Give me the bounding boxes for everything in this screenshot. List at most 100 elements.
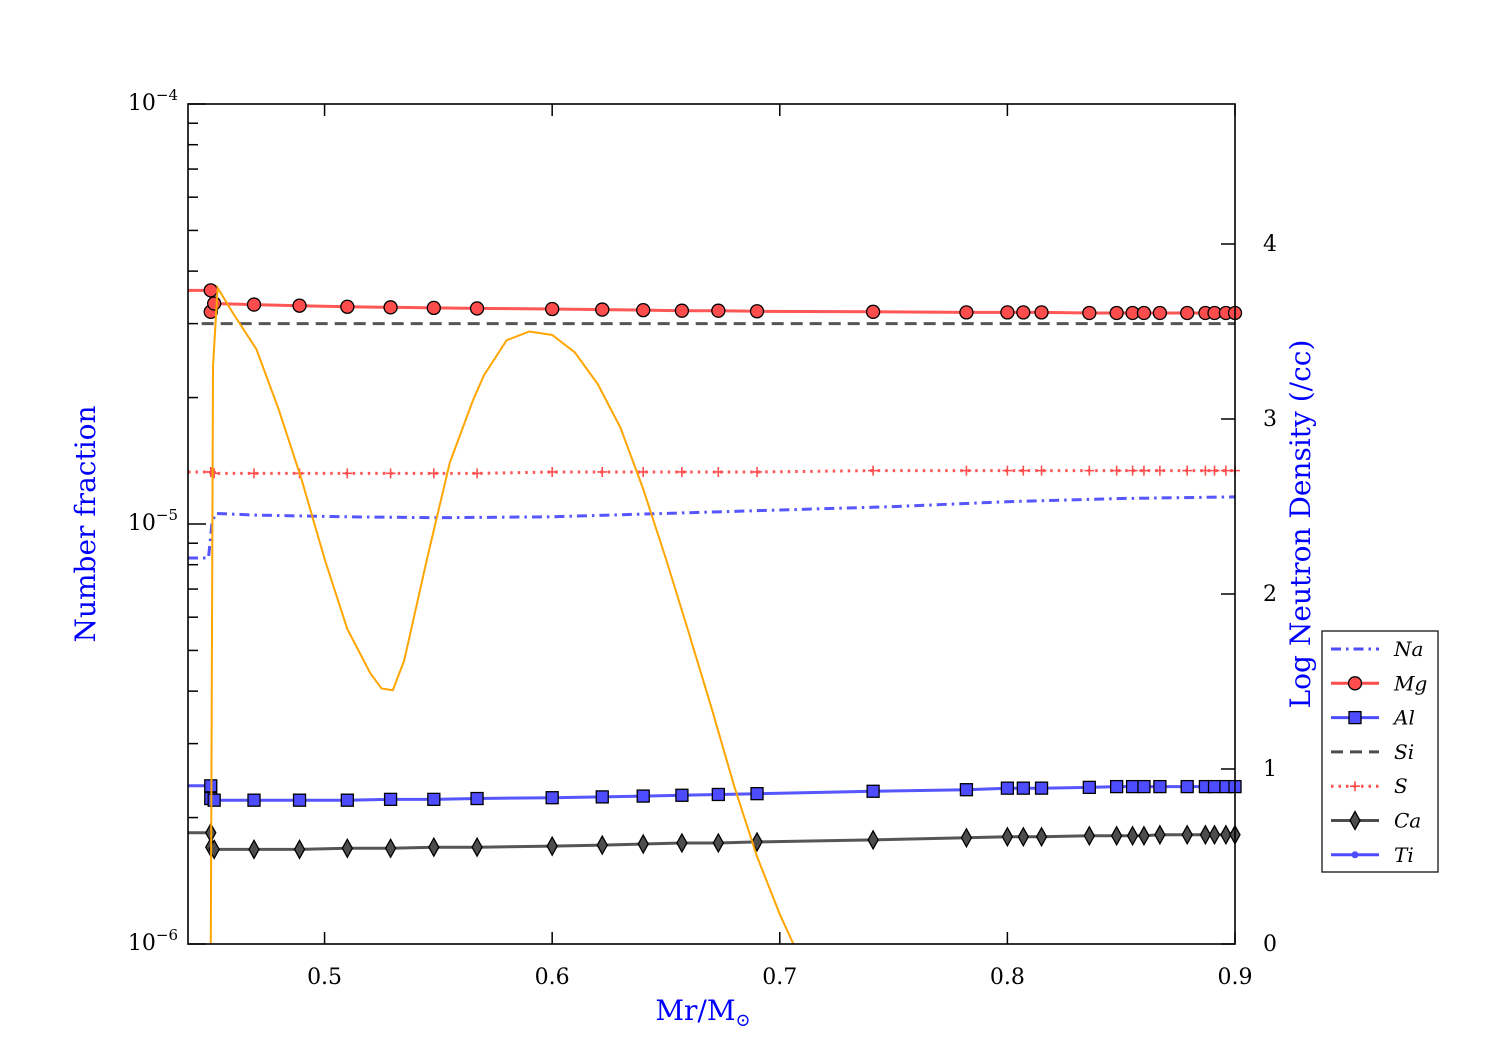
legend-marker-ti bbox=[1351, 851, 1359, 859]
data-point-s bbox=[428, 468, 439, 479]
data-point-mg bbox=[469, 301, 485, 316]
plot-frame bbox=[187, 103, 1236, 945]
data-point-mg bbox=[246, 297, 262, 312]
data-point-al bbox=[1207, 779, 1222, 794]
data-point-mg bbox=[749, 304, 765, 319]
legend-label-al: Al bbox=[1392, 706, 1415, 730]
legend-box bbox=[1321, 630, 1439, 873]
data-point-s bbox=[1220, 465, 1231, 476]
y-left-tick-label: 10−6 bbox=[128, 926, 178, 956]
data-point-s bbox=[385, 468, 396, 479]
data-point-al bbox=[636, 789, 650, 803]
data-point-ca bbox=[341, 837, 354, 859]
data-point-mg bbox=[545, 301, 560, 317]
data-point-ca bbox=[1181, 824, 1193, 846]
data-point-al bbox=[1109, 779, 1124, 794]
data-point-ca bbox=[1154, 824, 1166, 846]
legend-marker-ca bbox=[1349, 810, 1361, 831]
data-point-ca bbox=[293, 839, 306, 860]
data-point-s bbox=[1018, 465, 1029, 476]
x-axis-title-symbol: ⊙ bbox=[736, 1010, 751, 1031]
data-point-mg bbox=[292, 298, 307, 313]
data-point-mg bbox=[383, 300, 398, 315]
data-point-ca bbox=[867, 829, 879, 851]
data-point-ca bbox=[546, 835, 558, 857]
data-point-s bbox=[547, 466, 558, 477]
data-point-s bbox=[1111, 465, 1122, 476]
data-point-al bbox=[1180, 779, 1194, 794]
data-point-ca bbox=[248, 839, 260, 860]
data-point-al bbox=[427, 792, 441, 807]
legend-label-ca: Ca bbox=[1394, 809, 1421, 833]
data-point-ca bbox=[1220, 824, 1232, 846]
data-point-ca bbox=[1035, 826, 1048, 848]
data-point-al bbox=[595, 790, 609, 804]
data-point-s bbox=[713, 466, 724, 477]
data-point-s bbox=[1138, 465, 1149, 476]
data-point-al bbox=[383, 792, 398, 807]
data-point-s bbox=[1209, 465, 1220, 476]
data-point-mg bbox=[595, 302, 610, 317]
y-right-tick-label: 0 bbox=[1263, 932, 1277, 957]
data-point-mg bbox=[959, 305, 974, 320]
y-right-tick-label: 1 bbox=[1263, 757, 1277, 782]
data-point-mg bbox=[711, 303, 726, 318]
data-point-s bbox=[1182, 465, 1193, 476]
data-point-s bbox=[752, 466, 763, 477]
y-right-tick-label: 3 bbox=[1263, 407, 1277, 432]
data-point-s bbox=[597, 466, 608, 477]
data-point-al bbox=[340, 793, 354, 807]
data-point-mg bbox=[1152, 305, 1168, 321]
data-point-s bbox=[1084, 465, 1095, 476]
x-axis-title-text: Mr/M bbox=[655, 994, 735, 1027]
data-point-mg bbox=[1082, 305, 1097, 321]
data-point-al bbox=[1034, 781, 1049, 795]
data-point-s bbox=[638, 466, 649, 477]
data-point-ca bbox=[1001, 826, 1014, 848]
data-point-al bbox=[545, 791, 559, 805]
legend-label-s: S bbox=[1394, 774, 1408, 798]
data-point-mg bbox=[426, 300, 441, 316]
data-point-al bbox=[1153, 779, 1167, 794]
data-point-al bbox=[470, 791, 484, 806]
data-point-ca bbox=[428, 836, 440, 858]
y-right-tick-label: 4 bbox=[1263, 232, 1277, 257]
legend-marker-s bbox=[1350, 781, 1360, 792]
legend-marker-al bbox=[1348, 710, 1362, 725]
data-point-s bbox=[1154, 465, 1165, 476]
data-point-ca bbox=[1126, 825, 1139, 847]
data-point-mg bbox=[203, 283, 218, 298]
x-tick-label: 0.5 bbox=[307, 965, 342, 990]
y-left-axis-title: Number fraction bbox=[69, 405, 102, 642]
data-point-s bbox=[472, 468, 483, 479]
data-point-al bbox=[711, 787, 725, 802]
x-tick-label: 0.7 bbox=[762, 965, 797, 990]
data-point-al bbox=[1082, 780, 1096, 795]
data-point-mg bbox=[1109, 305, 1124, 321]
data-point-ca bbox=[1083, 825, 1096, 847]
y-right-tick-label: 2 bbox=[1263, 582, 1277, 607]
legend-label-ti: Ti bbox=[1394, 843, 1414, 867]
data-point-ca bbox=[1017, 826, 1030, 848]
x-tick-label: 0.6 bbox=[535, 965, 570, 990]
data-point-al bbox=[959, 783, 974, 797]
data-point-s bbox=[1036, 465, 1047, 476]
legend: Na Mg Al Si S Ca Ti bbox=[1321, 630, 1439, 873]
data-point-mg bbox=[1000, 305, 1015, 320]
y-left-tick-label: 10−4 bbox=[128, 86, 178, 116]
data-point-ca bbox=[471, 836, 483, 858]
data-point-mg bbox=[207, 296, 222, 311]
data-point-mg bbox=[1034, 305, 1049, 320]
data-point-ca bbox=[1138, 825, 1150, 847]
ticks-layer: 0.5 0.6 0.7 0.8 0.9 10−6 10−5 10−4 0 1 2 3 4 bbox=[128, 86, 1277, 990]
legend-marker-mg bbox=[1347, 676, 1363, 691]
legend-label-si: Si bbox=[1394, 740, 1414, 764]
x-tick-label: 0.8 bbox=[990, 965, 1025, 990]
data-point-ca bbox=[712, 832, 725, 854]
data-point-ca bbox=[1110, 825, 1123, 847]
data-point-mg bbox=[1180, 305, 1195, 321]
data-point-s bbox=[1200, 465, 1211, 476]
data-point-s bbox=[209, 468, 220, 479]
data-point-s bbox=[1127, 465, 1138, 476]
